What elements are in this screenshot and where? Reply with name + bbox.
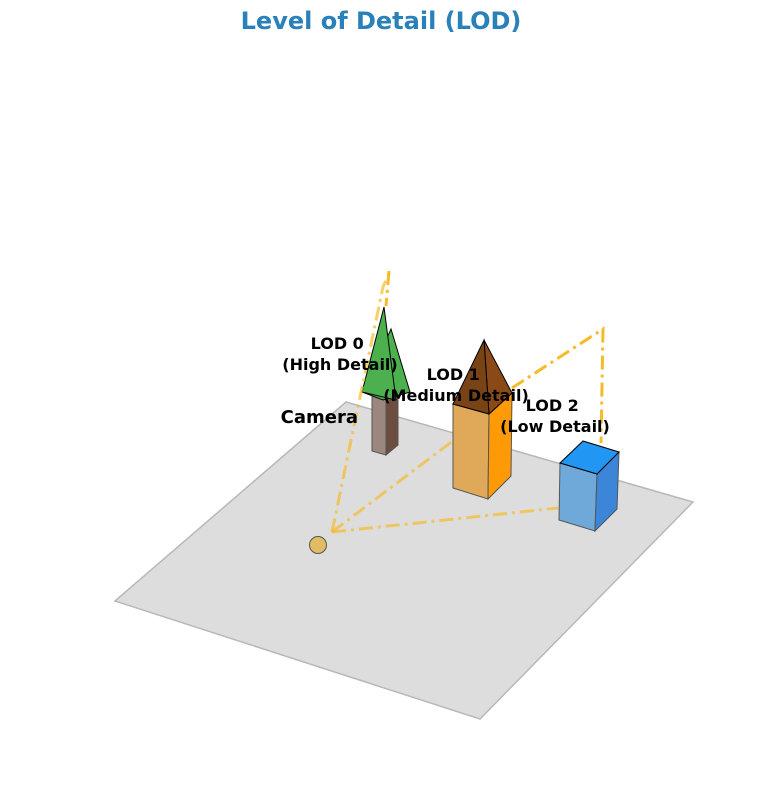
sight-line-lod1 [331,438,455,534]
sight-line-lod2 [331,506,559,534]
sight-line-lod0 [330,270,392,533]
lod2-cube [558,440,620,533]
camera-marker [309,536,327,554]
lod2-detail: (Low Detail) [500,417,610,436]
sight-line-lod0-upper [384,270,391,307]
diagram-title: Level of Detail (LOD) [241,7,522,35]
lod1-house [451,338,513,501]
house-roof-left [452,338,490,415]
lod2-label: LOD 2 (Low Detail) [500,396,610,436]
lod2-name: LOD 2 [526,396,579,415]
lod1-detail: (Medium Detail) [383,386,529,405]
lod1-label: LOD 1 (Medium Detail) [383,365,529,405]
sight-lines [330,270,559,534]
lod0-label: LOD 0 (High Detail) [282,334,397,374]
lod1-name: LOD 1 [427,365,480,384]
tree-foliage-front [361,306,397,401]
house-wall-front [452,403,490,500]
lod0-tree [361,306,411,457]
camera-label: Camera [281,407,358,428]
sight-line-lod12-upper [511,326,605,444]
lod0-name: LOD 0 [311,334,364,353]
cube-face-front [558,462,598,532]
cube-face-top [559,440,620,475]
lod0-detail: (High Detail) [282,355,397,374]
sight-lines-upper [384,270,605,444]
